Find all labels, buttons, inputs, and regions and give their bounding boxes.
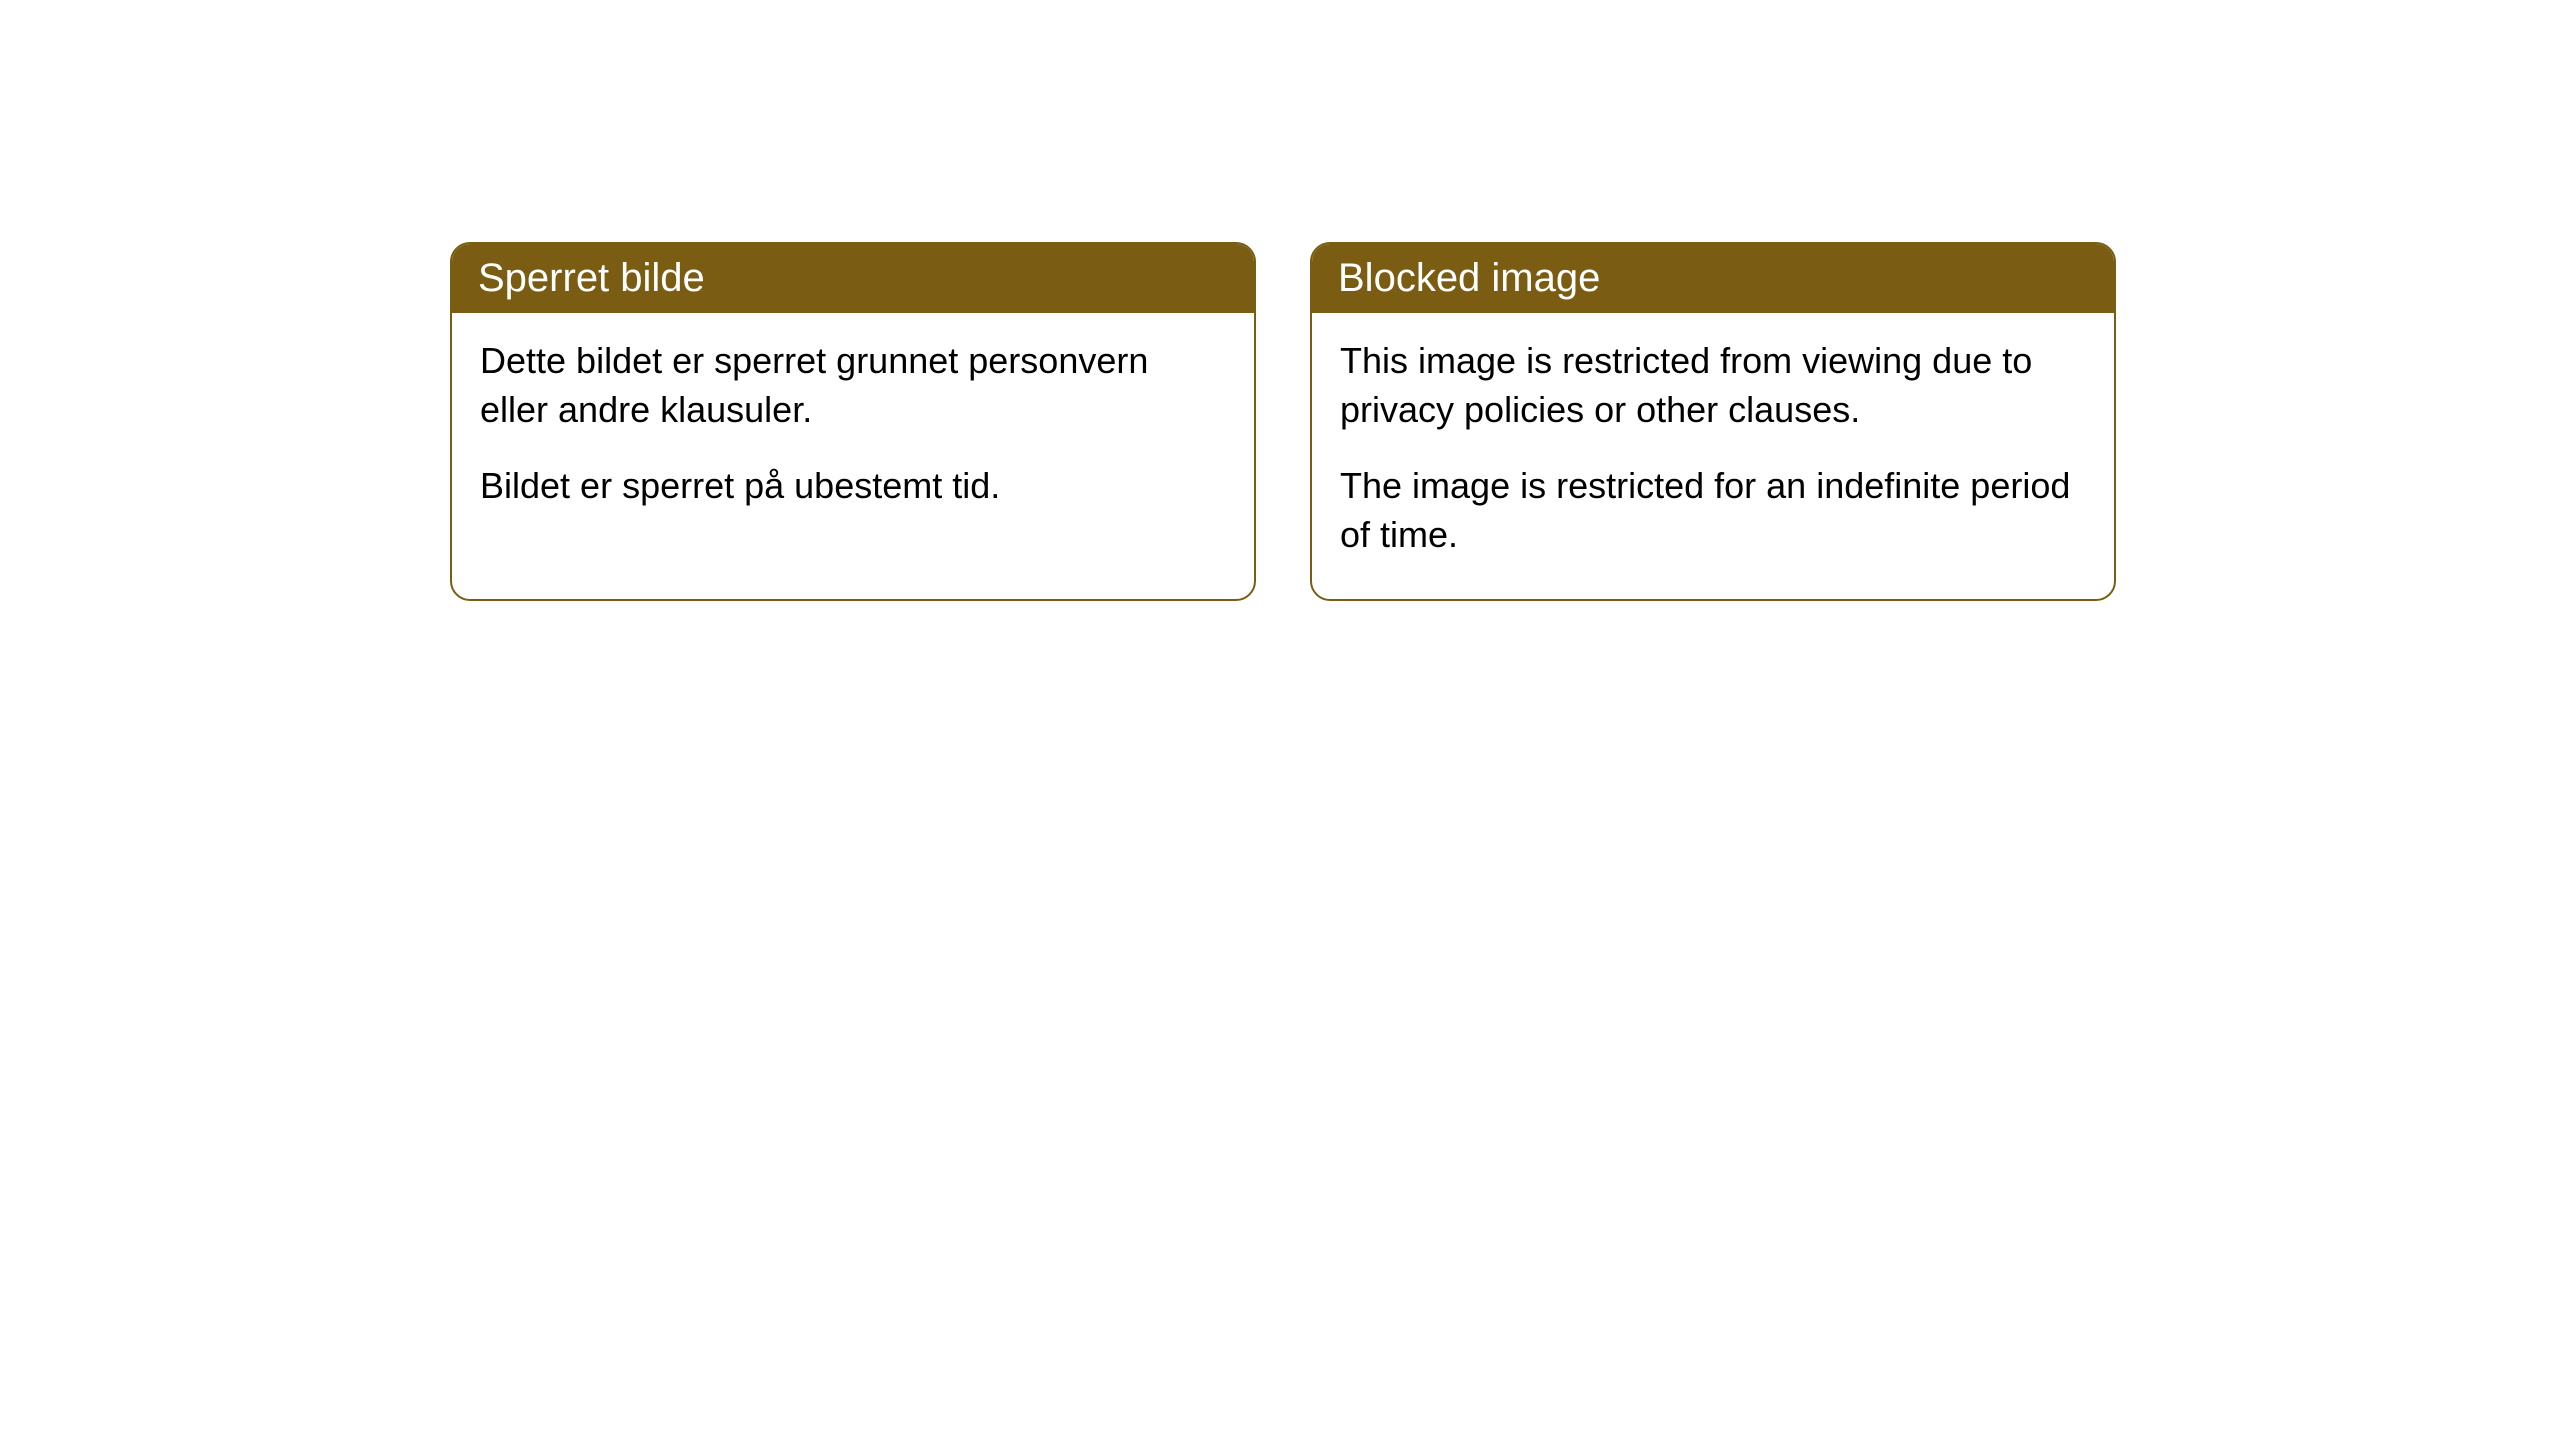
card-header-norwegian: Sperret bilde xyxy=(452,244,1254,313)
card-paragraph: The image is restricted for an indefinit… xyxy=(1340,462,2086,559)
card-title: Sperret bilde xyxy=(478,256,705,300)
card-body-norwegian: Dette bildet er sperret grunnet personve… xyxy=(452,313,1254,551)
notice-cards-container: Sperret bilde Dette bildet er sperret gr… xyxy=(0,0,2560,601)
card-paragraph: Bildet er sperret på ubestemt tid. xyxy=(480,462,1226,511)
card-title: Blocked image xyxy=(1338,256,1600,300)
card-body-english: This image is restricted from viewing du… xyxy=(1312,313,2114,599)
card-header-english: Blocked image xyxy=(1312,244,2114,313)
notice-card-english: Blocked image This image is restricted f… xyxy=(1310,242,2116,601)
card-paragraph: This image is restricted from viewing du… xyxy=(1340,337,2086,434)
notice-card-norwegian: Sperret bilde Dette bildet er sperret gr… xyxy=(450,242,1256,601)
card-paragraph: Dette bildet er sperret grunnet personve… xyxy=(480,337,1226,434)
